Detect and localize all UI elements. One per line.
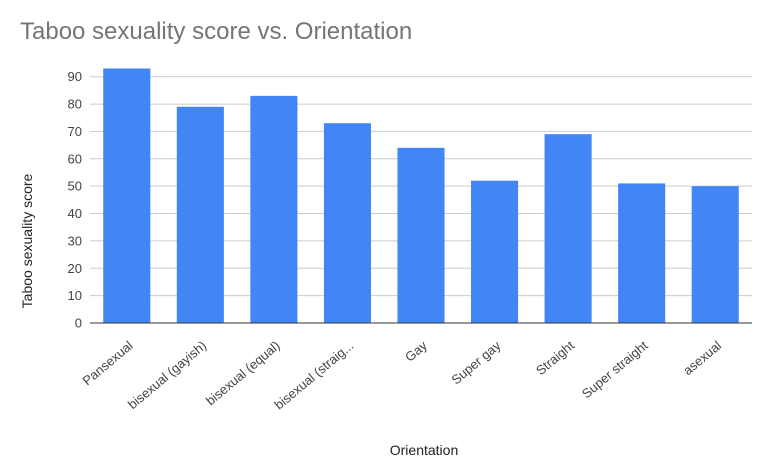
bar (176, 106, 224, 323)
y-tick-label: 20 (68, 261, 82, 276)
x-tick-label: Straight (533, 338, 577, 379)
x-axis-label: Orientation (390, 442, 458, 458)
bar (250, 95, 298, 324)
chart-title: Taboo sexuality score vs. Orientation (20, 18, 412, 45)
y-tick-label: 30 (68, 233, 82, 248)
bar (397, 147, 445, 323)
y-tick-label: 40 (68, 206, 82, 221)
y-tick-label: 0 (75, 316, 82, 331)
y-tick-label: 80 (68, 97, 82, 112)
bar (323, 123, 371, 324)
x-tick-label: bisexual (gayish) (125, 338, 209, 412)
y-axis-ticks: 0 10 20 30 40 50 60 70 80 90 (68, 69, 82, 330)
bar (618, 183, 666, 323)
x-tick-label: Super straight (579, 338, 651, 402)
bar (471, 180, 519, 323)
bar (691, 186, 739, 323)
x-tick-label: Pansexual (80, 338, 136, 389)
x-tick-label: Super gay (448, 337, 503, 387)
y-tick-label: 60 (68, 151, 82, 166)
bar (544, 134, 592, 323)
bars (103, 68, 739, 324)
x-tick-label: bisexual (equal) (203, 338, 283, 408)
x-tick-label: bisexual (straig... (271, 338, 356, 413)
y-tick-label: 90 (68, 69, 82, 84)
y-tick-label: 70 (68, 124, 82, 139)
y-tick-label: 10 (68, 288, 82, 303)
x-tick-label: asexual (680, 338, 724, 378)
bar (103, 68, 151, 324)
y-axis-label: Taboo sexuality score (19, 173, 35, 308)
y-tick-label: 50 (68, 179, 82, 194)
x-tick-label: Gay (402, 337, 430, 364)
